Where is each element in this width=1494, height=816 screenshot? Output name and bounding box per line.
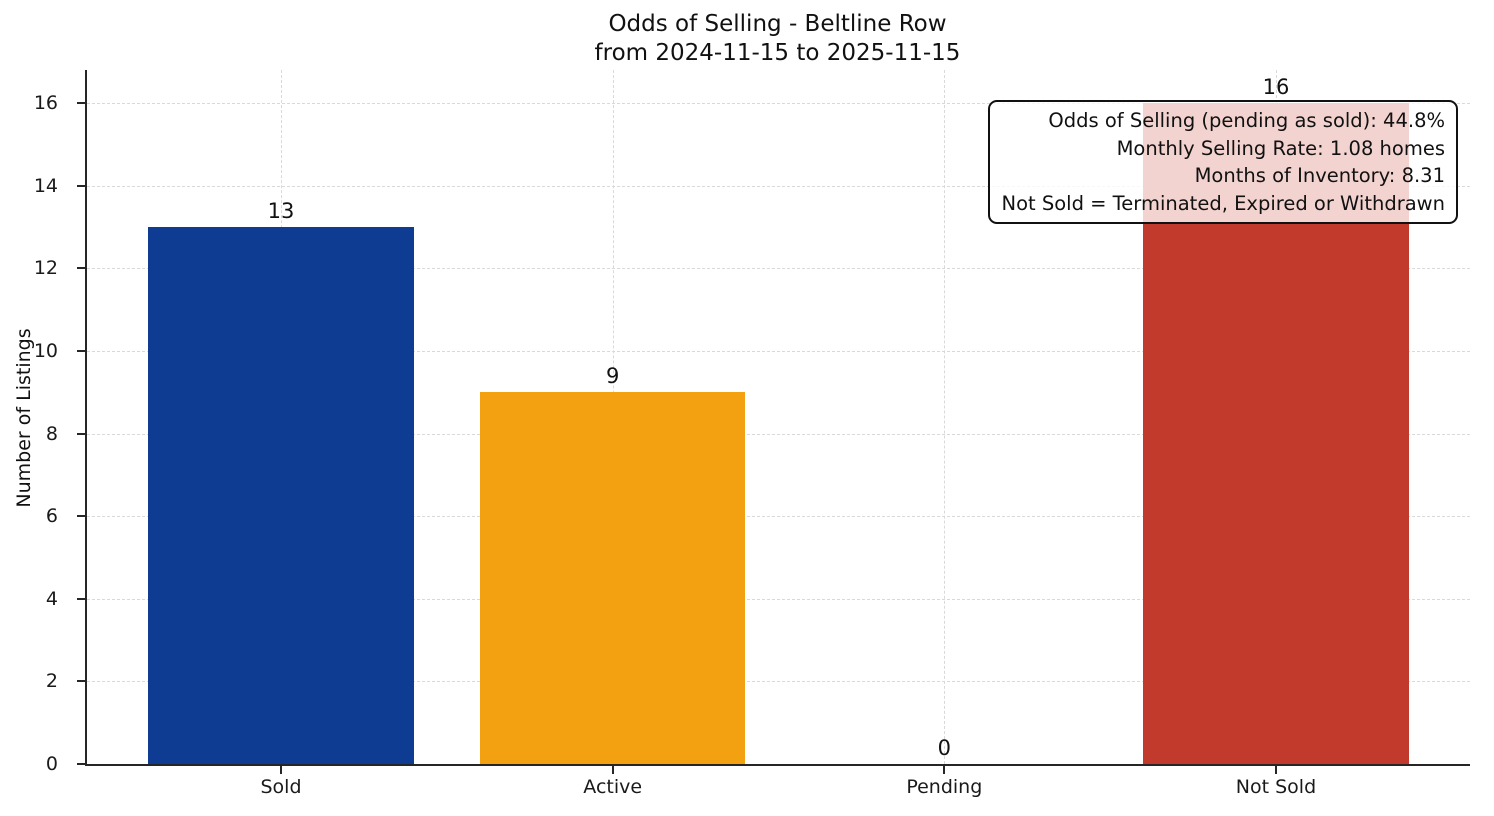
- x-tick-sold: [280, 766, 283, 774]
- y-tick-label-6: 6: [45, 505, 58, 528]
- gridline-y-14: [87, 185, 1470, 187]
- y-tick-14: [77, 184, 85, 187]
- chart-subtitle: from 2024-11-15 to 2025-11-15: [594, 40, 961, 66]
- bar-value-label-not-sold: 16: [1262, 75, 1290, 100]
- y-tick-6: [77, 515, 85, 518]
- chart-title-block: Odds of Selling - Beltline Row from 2024…: [85, 10, 1470, 68]
- annotation-not-sold-definition: Not Sold = Terminated, Expired or Withdr…: [1001, 191, 1445, 215]
- gridline-y-12: [87, 268, 1470, 270]
- annotation-monthly-selling-rate: Monthly Selling Rate: 1.08 homes: [1116, 136, 1445, 160]
- y-tick-10: [77, 349, 85, 352]
- y-tick-8: [77, 432, 85, 435]
- x-tick-label-not-sold: Not Sold: [1235, 776, 1317, 798]
- annotation-odds-of-selling: Odds of Selling (pending as sold): 44.8%: [1048, 109, 1445, 132]
- y-tick-12: [77, 267, 85, 270]
- y-tick-label-10: 10: [33, 339, 58, 362]
- gridline-y-8: [87, 433, 1470, 435]
- bar-sold: [148, 226, 414, 764]
- bar-value-label-pending: 0: [937, 736, 951, 760]
- y-tick-label-4: 4: [45, 587, 58, 610]
- y-tick-label-2: 2: [45, 670, 58, 693]
- y-tick-label-0: 0: [45, 753, 58, 775]
- x-tick-active: [611, 766, 614, 774]
- annotation-box: Odds of Selling (pending as sold): 44.8%…: [988, 100, 1458, 224]
- x-tick-pending: [943, 766, 946, 774]
- y-tick-2: [77, 680, 85, 683]
- chart-title: Odds of Selling - Beltline Row: [608, 11, 947, 37]
- x-tick-label-active: Active: [583, 776, 643, 798]
- annotation-months-of-inventory: Months of Inventory: 8.31: [1194, 164, 1445, 187]
- bar-value-label-active: 9: [605, 364, 620, 389]
- bar-active: [480, 392, 746, 764]
- x-tick-label-sold: Sold: [260, 776, 302, 798]
- y-tick-4: [77, 597, 85, 600]
- x-tick-label-pending: Pending: [906, 776, 983, 798]
- gridline-x-pending: [944, 70, 946, 764]
- gridline-y-6: [87, 516, 1470, 518]
- gridline-y-2: [87, 681, 1470, 683]
- y-tick-16: [77, 102, 85, 105]
- gridline-y-16: [87, 103, 1470, 105]
- y-tick-label-16: 16: [33, 92, 58, 115]
- y-tick-0: [77, 763, 85, 765]
- y-tick-label-8: 8: [45, 422, 58, 445]
- y-tick-label-12: 12: [33, 257, 58, 280]
- x-tick-not-sold: [1274, 766, 1277, 774]
- gridline-y-10: [87, 350, 1470, 352]
- gridline-y-4: [87, 598, 1470, 600]
- y-tick-label-14: 14: [33, 174, 58, 197]
- bar-value-label-sold: 13: [267, 198, 295, 223]
